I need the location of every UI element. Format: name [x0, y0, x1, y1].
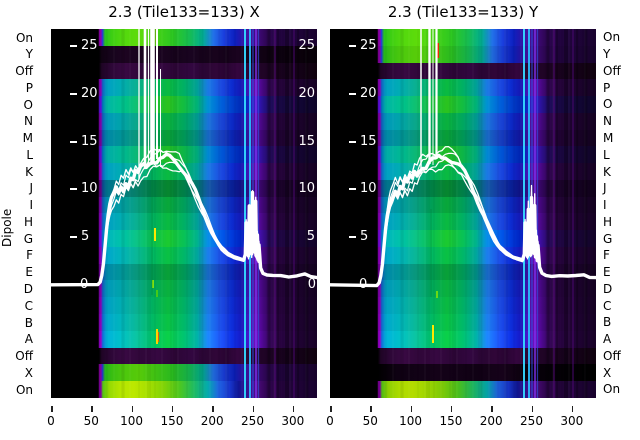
dipole-label-off: Off — [603, 63, 621, 78]
dipole-label-n: N — [603, 114, 612, 129]
x-tick-label-100: 100 — [399, 414, 423, 428]
x-tick-label-200: 200 — [200, 414, 224, 428]
dipole-label-p: P — [603, 80, 611, 95]
dipole-label-m: M — [22, 131, 33, 146]
x-tick-mark — [292, 406, 295, 412]
dipole-label-i: I — [29, 198, 33, 213]
dipole-labels-left: On Y Off P O N M L K J I H G F E D C B A Off X On — [0, 29, 33, 398]
heatmap-panel-y: 25 20 15 10 5 0 — [330, 29, 596, 398]
dipole-label-k: K — [25, 164, 33, 179]
x-tick-label-300: 300 — [281, 414, 305, 428]
x-axis-right: 0 50 100 150 200 250 300 — [326, 399, 596, 435]
x-tick-mark — [252, 406, 254, 412]
overlay-traces-y — [330, 29, 596, 398]
dipole-label-x: X — [24, 365, 33, 380]
x-tick-mark — [370, 406, 372, 412]
dipole-label-a: A — [603, 332, 612, 347]
dipole-label-g: G — [23, 231, 33, 246]
dipole-label-m: M — [603, 130, 614, 145]
dipole-label-j: J — [603, 181, 607, 196]
x-tick-mark — [491, 406, 493, 412]
x-tick-label-0: 0 — [47, 414, 55, 428]
x-tick-mark — [51, 406, 53, 412]
x-tick-label-150: 150 — [160, 414, 184, 428]
x-tick-mark — [450, 406, 453, 412]
dipole-label-j: J — [29, 181, 33, 196]
dipole-label-e: E — [603, 265, 611, 280]
dipole-label-i: I — [603, 198, 607, 213]
dipole-label-l: L — [603, 147, 610, 162]
overlay-traces-x — [51, 29, 317, 398]
x-tick-label-50: 50 — [362, 414, 378, 428]
dipole-labels-right: On Y Off P O N M L K J I H G F E D C B A Off X On — [603, 29, 639, 398]
dipole-label-k: K — [603, 164, 611, 179]
x-tick-mark — [571, 406, 574, 412]
x-tick-label-250: 250 — [520, 414, 543, 428]
dipole-label-o: O — [603, 97, 613, 112]
dipole-label-b: B — [24, 315, 33, 330]
dipole-label-c: C — [603, 298, 612, 313]
x-tick-label-100: 100 — [120, 414, 144, 428]
dipole-label-c: C — [24, 298, 33, 313]
heatmap-panel-x: 25 25 20 20 15 15 10 10 5 5 0 0 — [51, 29, 317, 398]
dipole-label-on: On — [15, 382, 33, 397]
x-tick-label-250: 250 — [241, 414, 264, 428]
dipole-label-on: On — [603, 382, 621, 397]
x-tick-label-150: 150 — [439, 414, 463, 428]
x-tick-mark — [410, 406, 413, 412]
x-axis-left: 0 50 100 150 200 250 300 — [47, 399, 317, 435]
panel-title-x: 2.3 (Tile133=133) X — [108, 3, 260, 21]
dipole-label-on: On — [15, 30, 33, 45]
dipole-label-x: X — [603, 365, 612, 380]
dipole-label-p: P — [25, 80, 33, 95]
dipole-label-d: D — [23, 282, 33, 297]
dipole-label-a: A — [24, 332, 33, 347]
x-tick-label-0: 0 — [326, 414, 334, 428]
dipole-label-h: H — [603, 214, 613, 229]
dipole-label-y: Y — [25, 47, 33, 62]
x-tick-label-300: 300 — [560, 414, 584, 428]
panel-title-y: 2.3 (Tile133=133) Y — [387, 3, 539, 21]
dipole-label-off: Off — [603, 348, 621, 363]
x-tick-mark — [212, 406, 214, 412]
dipole-label-f: F — [26, 248, 33, 263]
x-tick-mark — [531, 406, 533, 412]
dipole-label-n: N — [24, 114, 33, 129]
dipole-label-y: Y — [603, 47, 611, 62]
dipole-label-off: Off — [15, 64, 33, 79]
dipole-label-d: D — [603, 281, 613, 296]
dipole-label-e: E — [25, 265, 33, 280]
dipole-label-on: On — [603, 30, 621, 45]
dipole-label-o: O — [23, 97, 33, 112]
dipole-label-f: F — [603, 248, 610, 263]
x-tick-mark — [330, 406, 332, 412]
dipole-label-l: L — [26, 147, 33, 162]
x-tick-label-50: 50 — [83, 414, 99, 428]
dipole-label-g: G — [603, 231, 613, 246]
dipole-label-b: B — [603, 315, 612, 330]
x-tick-mark — [91, 406, 93, 412]
dipole-label-off: Off — [15, 349, 33, 364]
x-tick-mark — [171, 406, 174, 412]
x-tick-mark — [131, 406, 134, 412]
dipole-label-h: H — [23, 214, 33, 229]
x-tick-label-200: 200 — [479, 414, 503, 428]
